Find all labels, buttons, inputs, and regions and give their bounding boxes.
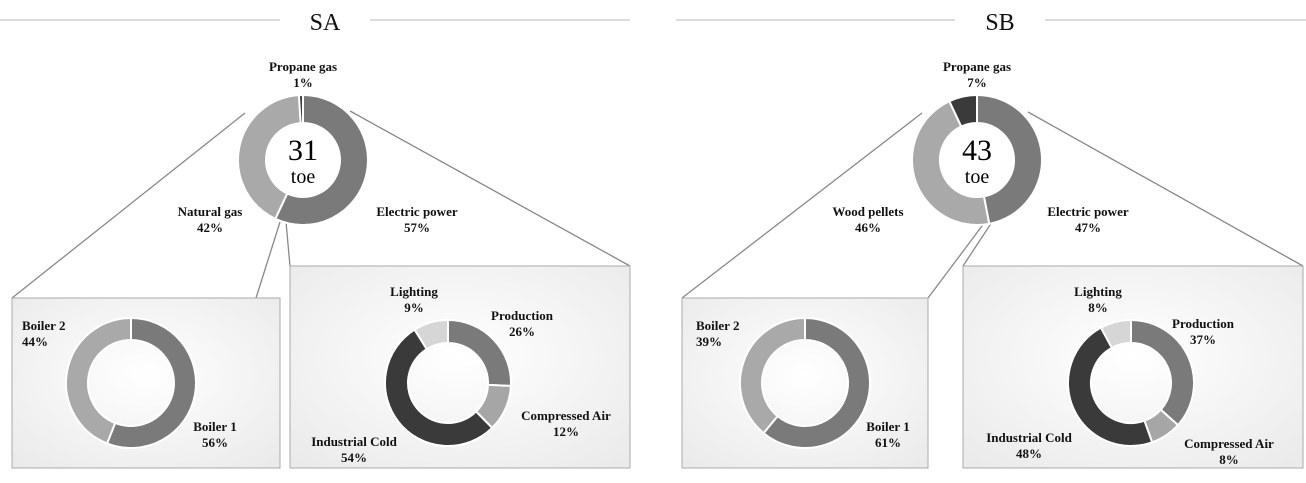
connector-left xyxy=(681,112,923,299)
main-donut xyxy=(910,93,1043,226)
slice-label-production: Production xyxy=(1172,316,1235,331)
donut-slice-boiler-2 xyxy=(739,316,806,435)
slice-label-natural-gas: Natural gas xyxy=(178,204,243,219)
donut-slice-electric-power xyxy=(273,93,369,226)
slice-value-boiler-1: 61% xyxy=(875,435,901,450)
slice-value-electric: 47% xyxy=(1075,220,1101,235)
slice-label-boiler-2: Boiler 2 xyxy=(22,318,65,333)
donut-slice-boiler-2 xyxy=(65,316,132,445)
slice-value-industrial-cold: 48% xyxy=(1016,446,1042,461)
slice-value-propane: 1% xyxy=(293,75,313,90)
slice-label-compressed-air: Compressed Air xyxy=(521,408,611,423)
slice-label-industrial-cold: Industrial Cold xyxy=(986,430,1072,445)
slice-label-propane: Propane gas xyxy=(269,59,337,74)
slice-value-compressed-air: 8% xyxy=(1219,452,1239,467)
slice-label-electric: Electric power xyxy=(376,204,457,219)
slice-label-propane: Propane gas xyxy=(943,59,1011,74)
panel-sa: SA 31 toe Propane gas 1% Natural gas 42%… xyxy=(0,10,631,469)
center-value: 31 xyxy=(288,134,318,167)
right-breakdown-donut xyxy=(1067,318,1196,447)
donut-slice-lighting xyxy=(1099,318,1132,350)
right-breakdown-donut xyxy=(384,318,512,447)
donut-slice-industrial-cold xyxy=(1067,326,1154,447)
slice-label-industrial-cold: Industrial Cold xyxy=(311,434,397,449)
donut-slice-propane-gas xyxy=(947,93,978,128)
slice-value-wood-pellets: 46% xyxy=(855,220,881,235)
donut-slice-electric-power xyxy=(976,93,1043,226)
donut-slice-propane-gas xyxy=(297,93,304,125)
slice-label-boiler-1: Boiler 1 xyxy=(866,419,909,434)
center-unit: toe xyxy=(965,166,990,188)
left-breakdown-donut xyxy=(739,316,871,449)
donut-slice-wood-pellets xyxy=(910,99,991,226)
slice-label-electric: Electric power xyxy=(1047,204,1128,219)
center-value: 43 xyxy=(962,134,992,167)
slice-label-compressed-air: Compressed Air xyxy=(1184,436,1274,451)
slice-label-wood-pellets: Wood pellets xyxy=(832,204,903,219)
slice-label-production: Production xyxy=(491,308,554,323)
left-breakdown-donut xyxy=(65,316,197,449)
connector-mid-right xyxy=(285,221,291,267)
slice-value-lighting: 9% xyxy=(404,300,424,315)
connector-mid-left xyxy=(927,221,986,299)
slice-value-lighting: 8% xyxy=(1088,300,1108,315)
slice-value-boiler-1: 56% xyxy=(202,435,228,450)
slice-label-boiler-1: Boiler 1 xyxy=(193,419,236,434)
main-donut xyxy=(237,93,369,226)
slice-value-propane: 7% xyxy=(967,75,987,90)
panel-title: SA xyxy=(310,10,341,36)
slice-value-industrial-cold: 54% xyxy=(341,450,367,465)
slice-value-natural-gas: 42% xyxy=(197,220,223,235)
slice-value-production: 26% xyxy=(509,324,535,339)
slice-label-lighting: Lighting xyxy=(1074,284,1122,299)
donut-slice-boiler-1 xyxy=(762,316,871,449)
panel-sb: SB 43 toe Propane gas 7% Wood pellets 46… xyxy=(676,10,1306,469)
slice-value-boiler-2: 39% xyxy=(696,334,722,349)
panel-title: SB xyxy=(985,10,1014,36)
donut-slice-natural-gas xyxy=(237,94,302,221)
donut-slice-industrial-cold xyxy=(384,328,494,447)
donut-slice-boiler-1 xyxy=(105,316,197,449)
slice-value-electric: 57% xyxy=(404,220,430,235)
donut-slice-lighting xyxy=(413,318,449,351)
connector-mid-right xyxy=(962,221,993,267)
connector-left xyxy=(11,112,246,299)
slice-label-boiler-2: Boiler 2 xyxy=(696,318,739,333)
slice-value-production: 37% xyxy=(1190,332,1216,347)
connector-right xyxy=(1027,111,1304,267)
slice-label-lighting: Lighting xyxy=(390,284,438,299)
slice-value-compressed-air: 12% xyxy=(553,424,579,439)
connector-right xyxy=(349,110,631,267)
connector-mid-left xyxy=(255,221,281,299)
slice-value-boiler-2: 44% xyxy=(22,334,48,349)
center-unit: toe xyxy=(291,166,316,188)
